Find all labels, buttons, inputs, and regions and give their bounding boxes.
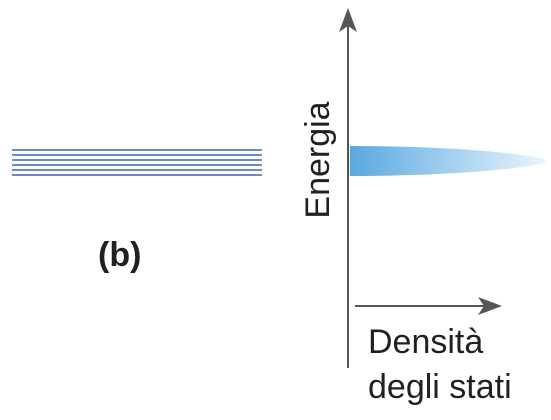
density-of-states-band: [350, 146, 546, 176]
density-axis-label-line2: degli stati: [368, 368, 512, 406]
density-axis-label: Densità degli stati: [368, 320, 512, 410]
density-axis-label-line1: Densità: [368, 323, 484, 361]
energy-axis-label: Energia: [299, 101, 337, 219]
panel-label: (b): [98, 236, 142, 274]
density-axis-arrowhead: [478, 297, 502, 315]
energy-axis-arrowhead: [339, 8, 357, 32]
energy-level-lines: [12, 149, 262, 176]
